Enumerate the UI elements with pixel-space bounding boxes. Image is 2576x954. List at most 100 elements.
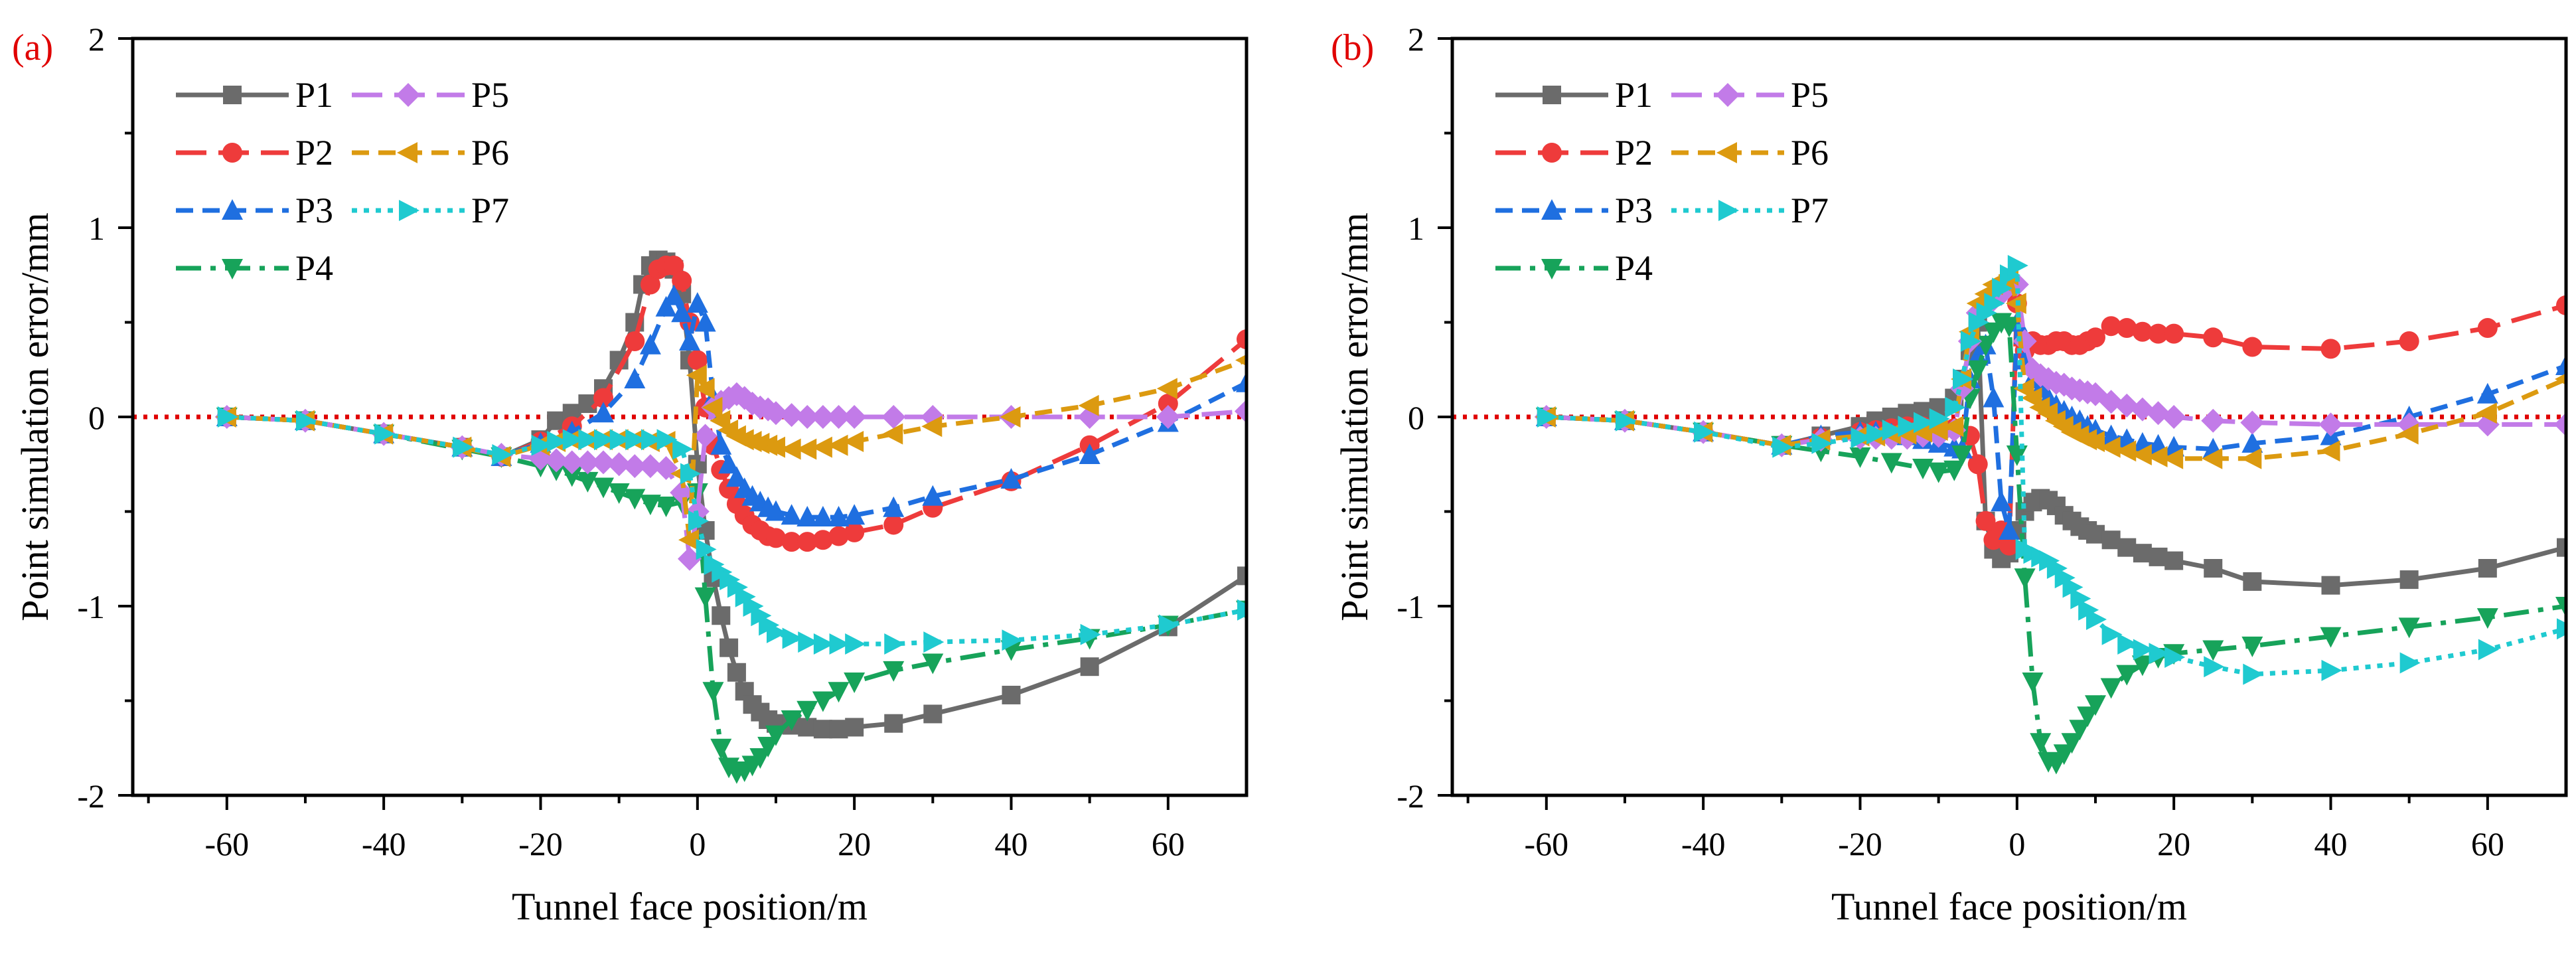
chart-a-point-p7 [743, 596, 764, 617]
chart-b-legend: P1 P5 P2 P6 P3 P7 P4 [1495, 75, 1829, 288]
chart-b-point-p7 [1992, 278, 2013, 299]
chart-b-point-p7 [1537, 406, 1558, 428]
chart-a-legend-label-p2: P2 [295, 133, 333, 173]
chart-a-series-p5-markers [214, 382, 1247, 571]
chart-b-legend-item-p2: P2 [1495, 133, 1653, 173]
chart-b-point-p7 [1929, 408, 1950, 430]
chart-b-point-p2 [2117, 318, 2137, 339]
chart-a-point-p2 [1158, 394, 1178, 414]
chart-a-ytick-label: 2 [88, 21, 105, 58]
chart-a-point-p3 [679, 330, 700, 351]
chart-a-y-axis-label: Point simulation error/mm [13, 212, 56, 621]
chart-a-point-p6 [1078, 394, 1099, 416]
chart-a-point-p5 [826, 405, 851, 429]
chart-a-point-p1 [845, 718, 864, 737]
chart-b-point-p3 [2241, 432, 2263, 453]
chart-b-point-p1 [2164, 551, 2184, 570]
chart-a-legend-marker-p4 [222, 259, 243, 279]
chart-a-xtick-label: -20 [518, 825, 563, 862]
chart-b-point-p7 [2070, 588, 2091, 609]
chart-b-legend-marker-p1 [1543, 86, 1561, 104]
chart-b-xtick-label: 40 [2314, 825, 2347, 862]
chart-b-point-p1 [2149, 547, 2168, 566]
chart-a-legend-item-p7: P7 [352, 191, 509, 230]
chart-a-point-p7 [578, 429, 599, 451]
chart-a-plot-area [214, 250, 1247, 784]
chart-a-point-p7 [594, 429, 615, 451]
chart-a-point-p6 [827, 434, 848, 456]
chart-b-point-p2 [2477, 318, 2498, 339]
chart-a-xtick-label: 0 [689, 825, 706, 862]
chart-a-point-p3 [844, 504, 866, 525]
chart-a-point-p1 [1237, 566, 1247, 586]
chart-a-point-p3 [655, 295, 677, 317]
chart-a-point-p5 [1156, 405, 1180, 429]
chart-b-point-p7 [1898, 416, 1919, 437]
chart-a-point-p6 [678, 529, 699, 551]
chart-a-point-p3 [812, 506, 834, 527]
chart-a-point-p2 [844, 522, 865, 542]
chart-a-point-p7 [829, 633, 850, 655]
chart-b-point-p7 [2117, 633, 2139, 655]
chart-a-point-p3 [883, 496, 905, 517]
chart-a-legend-marker-p3 [222, 199, 243, 220]
chart-a-point-p5 [560, 450, 584, 475]
chart-b-point-p1 [2117, 538, 2137, 557]
chart-a-point-p3 [796, 506, 818, 527]
chart-b-point-p2 [1999, 535, 2019, 556]
chart-a-legend-item-p6: P6 [352, 133, 509, 173]
chart-a-ytick-label: 0 [88, 399, 105, 436]
chart-a-point-p7 [295, 410, 317, 432]
chart-a-point-p7 [374, 423, 396, 445]
chart-a-legend-item-p5: P5 [352, 75, 509, 115]
chart-a-point-p2 [797, 532, 818, 552]
chart-b-xtick-label: -40 [1681, 825, 1726, 862]
chart-b-point-p3 [1983, 386, 2005, 408]
chart-b-point-p7 [2101, 623, 2123, 645]
chart-b-legend-item-p6: P6 [1671, 133, 1829, 173]
chart-b-point-p7 [2000, 264, 2020, 286]
chart-b-point-p7 [1960, 331, 1981, 352]
chart-b-legend-marker-p5 [1716, 83, 1740, 107]
chart-a-point-p4 [655, 496, 677, 517]
chart-a-point-p1 [813, 720, 832, 739]
chart-b-point-p6 [2162, 447, 2184, 469]
chart-a-xtick-label: 40 [994, 825, 1027, 862]
chart-b-point-p4 [1849, 447, 1871, 468]
chart-b-point-p4 [2131, 655, 2153, 676]
chart-a-point-p2 [883, 515, 904, 535]
chart-a-point-p7 [735, 586, 756, 607]
chart-a-point-p7 [562, 429, 583, 451]
chart-b-point-p4 [2100, 678, 2122, 699]
chart-a-point-p2 [687, 350, 708, 370]
chart-b-point-p7 [2557, 618, 2566, 640]
chart-a-point-p3 [781, 504, 802, 525]
chart-b-point-p4 [2053, 744, 2075, 765]
chart-b-point-p6 [2013, 378, 2034, 400]
chart-b-xtick-label: 0 [2008, 825, 2025, 862]
chart-b-point-p2 [2556, 295, 2566, 315]
chart-a-point-p6 [694, 378, 715, 400]
chart-b-point-p4 [2116, 665, 2138, 686]
chart-b-ytick-label: 2 [1408, 21, 1424, 58]
chart-a-point-p7 [1237, 599, 1247, 621]
chart-b-point-p6 [1943, 416, 1964, 437]
chart-b-point-p4 [2202, 640, 2224, 661]
chart-a-point-p3 [639, 333, 661, 355]
chart-a-point-p3 [686, 292, 708, 313]
chart-a-point-p5 [623, 454, 647, 479]
chart-a-point-p5 [881, 405, 906, 429]
chart-a-legend: P1 P5 P2 P6 P3 P7 P4 [176, 75, 509, 288]
chart-a-legend-label-p7: P7 [471, 191, 509, 230]
chart-a-point-p7 [798, 631, 819, 653]
chart-b-series-p1-line [1546, 320, 2566, 588]
chart-a-point-p7 [751, 605, 772, 627]
chart-a-point-p7 [727, 576, 748, 598]
chart-a-point-p5 [591, 450, 616, 475]
chart-b-point-p7 [1976, 302, 1997, 324]
chart-b-point-p2 [2132, 321, 2153, 342]
chart-b-point-p4 [2022, 673, 2044, 693]
chart-a-legend-label-p5: P5 [471, 75, 509, 115]
chart-b-point-p7 [1772, 436, 1793, 458]
chart-b-point-p6 [2319, 440, 2340, 462]
